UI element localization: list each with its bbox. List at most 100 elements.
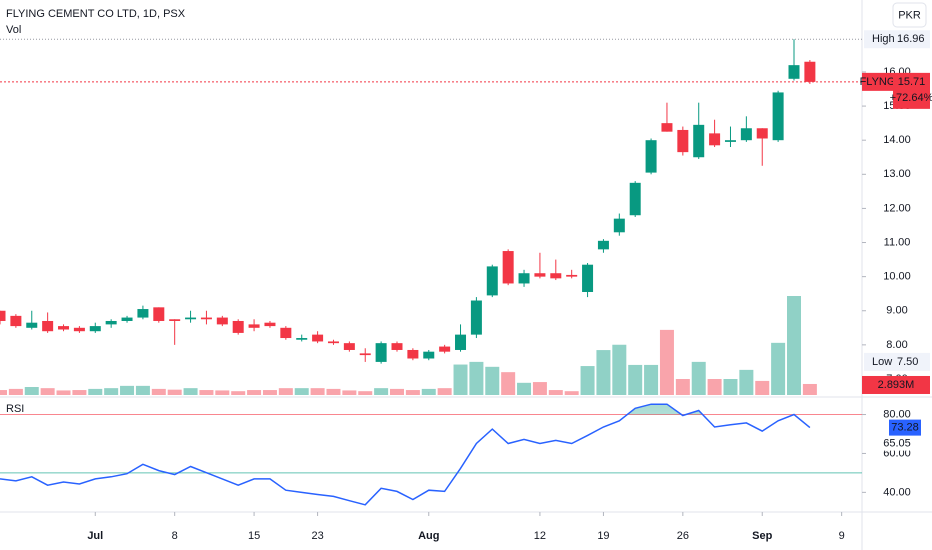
axis-layer: 7.008.009.0010.0011.0012.0013.0014.0015.… xyxy=(0,30,932,542)
candle-body xyxy=(264,322,276,327)
rsi-layer xyxy=(0,403,862,506)
candle-body xyxy=(518,273,530,284)
candle-body xyxy=(296,338,308,340)
volume-bar xyxy=(326,388,341,395)
volume-bar xyxy=(135,385,150,395)
rsi-last: 73.28 xyxy=(891,422,919,434)
volume-bar xyxy=(405,390,420,395)
candle-body xyxy=(756,128,768,139)
low-badge-price: 7.50 xyxy=(897,356,918,368)
y-tick-label: 9.00 xyxy=(886,305,907,317)
volume-bar xyxy=(310,388,325,395)
volume-layer xyxy=(0,296,817,395)
volume-bar xyxy=(294,388,309,395)
volume-bar xyxy=(40,388,55,395)
volume-bar xyxy=(453,364,468,395)
volume-bar xyxy=(72,390,87,395)
symbol-badge: FLYNG xyxy=(860,76,896,88)
candle-body xyxy=(629,182,641,216)
volume-bar xyxy=(612,344,627,395)
rsi-tick-label: 80.00 xyxy=(883,408,911,420)
currency-button[interactable] xyxy=(892,2,927,28)
volume-bar xyxy=(56,390,71,395)
volume-bar xyxy=(644,364,659,395)
volume-bar xyxy=(596,350,611,395)
high-badge-bg xyxy=(864,30,930,49)
volume-bar xyxy=(517,382,532,395)
x-tick-label: 8 xyxy=(172,530,178,542)
candle-body xyxy=(597,240,609,250)
rsi-tick-label: 40.00 xyxy=(883,486,911,498)
volume-bar xyxy=(802,383,817,395)
candle-body xyxy=(312,334,324,342)
x-tick-label: 12 xyxy=(534,530,546,542)
currency-label[interactable]: PKR xyxy=(898,9,921,21)
candle-body xyxy=(89,326,101,332)
low-badge-name: Low xyxy=(872,356,892,368)
last-price-bg xyxy=(893,72,930,109)
candle-body xyxy=(0,310,6,321)
y-tick-label: 13.00 xyxy=(883,168,911,180)
rsi-last-bg xyxy=(889,419,921,436)
change-label: +72.64% xyxy=(890,92,932,104)
volume-bar xyxy=(532,382,547,395)
volume-bar xyxy=(247,390,262,395)
volume-bar xyxy=(342,390,357,395)
candle-body xyxy=(137,309,149,318)
volume-bar xyxy=(437,388,452,395)
y-tick-label: 10.00 xyxy=(883,271,911,283)
candle-body xyxy=(502,251,514,284)
candle-body xyxy=(455,334,467,350)
candle-body xyxy=(26,322,38,328)
volume-bar xyxy=(739,369,754,395)
volume-badge: 2.893M xyxy=(878,379,915,391)
volume-bar xyxy=(262,390,277,395)
candle-body xyxy=(772,92,784,141)
candle-body xyxy=(645,140,657,173)
symbol-badge-bg xyxy=(862,72,893,91)
candle-body xyxy=(788,65,800,79)
volume-bar xyxy=(278,388,293,395)
volume-bar xyxy=(151,388,166,395)
candle-body xyxy=(58,326,70,330)
volume-title: Vol xyxy=(6,24,21,36)
candle-body xyxy=(343,343,355,350)
candle-body xyxy=(200,317,212,320)
volume-bar xyxy=(501,372,516,395)
candle-layer xyxy=(0,39,816,364)
volume-bar xyxy=(358,391,373,395)
volume-bar xyxy=(771,342,786,395)
volume-bar xyxy=(8,388,23,395)
candle-body xyxy=(661,123,673,132)
volume-bar xyxy=(88,388,103,395)
x-tick-label: Jul xyxy=(87,530,103,542)
x-tick-label: 26 xyxy=(677,530,689,542)
volume-bar xyxy=(485,366,500,395)
volume-bar xyxy=(628,364,643,395)
volume-bar xyxy=(167,389,182,395)
high-badge-name: High xyxy=(872,33,895,45)
candle-body xyxy=(10,315,22,327)
x-tick-label: 19 xyxy=(597,530,609,542)
volume-bar xyxy=(548,390,563,395)
y-tick-label: 14.00 xyxy=(883,134,911,146)
volume-bar xyxy=(691,361,706,395)
rsi-title: RSI xyxy=(6,403,24,415)
high-badge-price: 16.96 xyxy=(897,33,925,45)
candle-body xyxy=(232,320,244,333)
volume-bar xyxy=(215,390,230,395)
candle-body xyxy=(439,346,451,352)
volume-bar xyxy=(580,366,595,395)
candle-body xyxy=(724,140,736,142)
candle-body xyxy=(216,317,228,325)
candle-body xyxy=(470,300,482,335)
candle-body xyxy=(709,133,721,146)
volume-bar xyxy=(723,379,738,395)
x-tick-label: 23 xyxy=(311,530,323,542)
candle-body xyxy=(327,341,339,344)
candle-body xyxy=(169,319,181,321)
x-tick-label: 9 xyxy=(839,530,845,542)
candle-body xyxy=(248,324,260,328)
